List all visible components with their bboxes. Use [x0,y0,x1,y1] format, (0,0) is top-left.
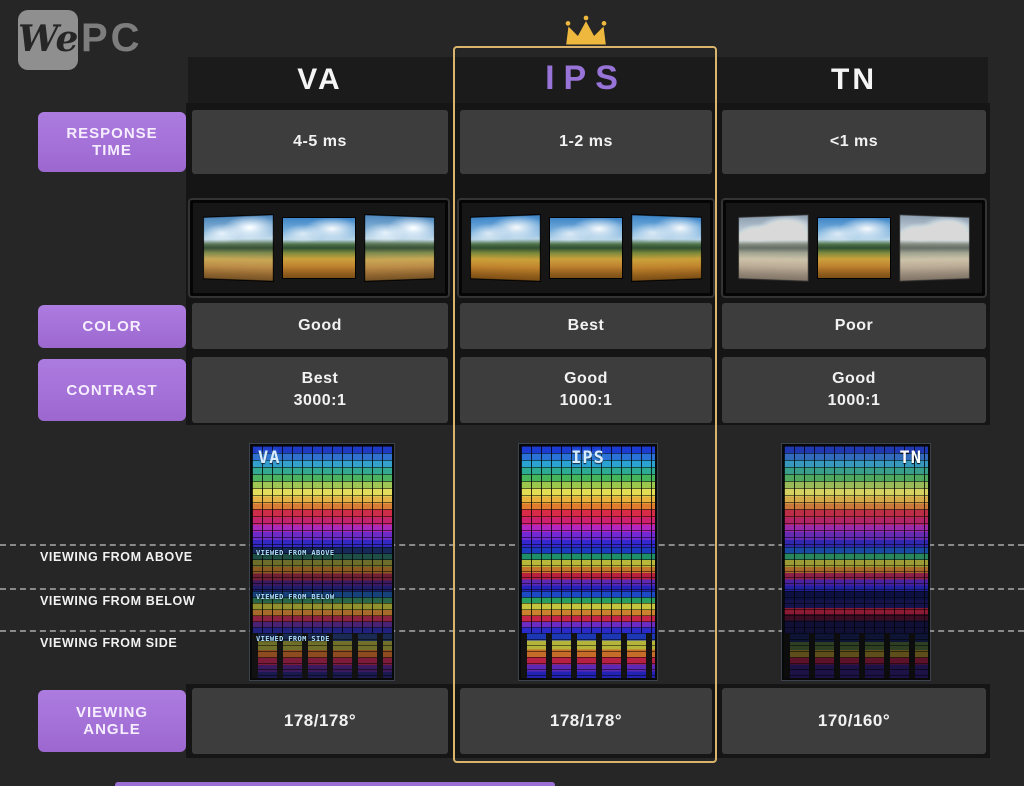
diagram-section-label: VIEWED FROM BELOW [256,593,335,601]
monitor-screen-front [549,217,623,279]
monitor-screen-angled-left [738,214,809,282]
monitor-screen-angled-left [203,214,274,282]
cell-response-time-tn: <1 ms [722,110,986,174]
contrast-rating: Best [301,370,339,388]
diagram-above-view: VIEWED FROM ABOVE [252,547,392,591]
viewing-angle-diagram-va: VA VIEWED FROM ABOVE VIEWED FROM BELOW V… [250,444,394,680]
cell-color-ips: Best [460,303,712,349]
monitor-photos-tn [723,200,985,296]
diagram-below-view [784,591,928,633]
diagram-front-view [252,446,392,547]
monitor-screen-angled-left [470,214,541,282]
diagram-below-view [521,591,655,633]
column-header-tn: TN [831,63,877,96]
diagram-front-view [784,446,928,547]
diagram-below-view: VIEWED FROM BELOW [252,591,392,633]
diagram-side-view: VIEWED FROM SIDE [252,633,392,678]
cell-contrast-va: Best 3000:1 [192,357,448,423]
cell-viewing-angle-ips: 178/178° [460,688,712,754]
label-viewing-from-side: VIEWING FROM SIDE [40,636,178,650]
dashed-line-viewing-side [0,630,1024,632]
diagram-title-tn: TN [899,448,922,468]
diagram-section-label: VIEWED FROM ABOVE [256,549,335,557]
monitor-screen-angled-right [364,214,435,282]
cell-response-time-ips: 1-2 ms [460,110,712,174]
contrast-rating: Good [832,370,876,388]
diagram-section-label: VIEWED FROM SIDE [256,635,330,643]
cell-response-time-va: 4-5 ms [192,110,448,174]
viewing-angle-diagram-ips: IPS [519,444,657,680]
cell-color-va: Good [192,303,448,349]
wepc-logo-text: PC [81,15,143,60]
contrast-ratio: 1000:1 [827,392,881,409]
label-viewing-from-below: VIEWING FROM BELOW [40,594,196,608]
crown-icon [565,15,607,45]
viewing-angle-diagram-tn: TN [782,444,930,680]
dashed-line-viewing-below [0,588,1024,590]
diagram-side-view [521,633,655,678]
bottom-partial-element [115,782,555,786]
diagram-above-view [784,547,928,591]
contrast-ratio: 1000:1 [559,392,613,409]
contrast-rating: Good [564,370,608,388]
cell-contrast-tn: Good 1000:1 [722,357,986,423]
dashed-line-viewing-above [0,544,1024,546]
monitor-photos-ips [459,200,713,296]
monitor-screen-front [282,217,356,279]
column-header-va: VA [297,63,343,96]
cell-viewing-angle-tn: 170/160° [722,688,986,754]
monitor-screen-angled-right [899,214,970,282]
diagram-side-view [784,633,928,678]
header-band [188,57,988,103]
row-label-response-time: RESPONSE TIME [38,112,186,172]
contrast-ratio: 3000:1 [293,392,347,409]
monitor-photos-va [190,200,448,296]
column-header-ips: IPS [545,59,627,97]
monitor-screen-front [817,217,891,279]
row-label-color: COLOR [38,305,186,348]
label-viewing-from-above: VIEWING FROM ABOVE [40,550,193,564]
monitor-screen-angled-right [631,214,702,282]
cell-contrast-ips: Good 1000:1 [460,357,712,423]
wepc-logo-mark: We [18,10,78,70]
diagram-above-view [521,547,655,591]
cell-viewing-angle-va: 178/178° [192,688,448,754]
cell-color-tn: Poor [722,303,986,349]
diagram-title-ips: IPS [571,448,605,468]
row-label-viewing-angle: VIEWING ANGLE [38,690,186,752]
wepc-logo: We PC [18,10,143,70]
diagram-front-view [521,446,655,547]
diagram-title-va: VA [258,448,281,468]
row-label-contrast: CONTRAST [38,359,186,421]
